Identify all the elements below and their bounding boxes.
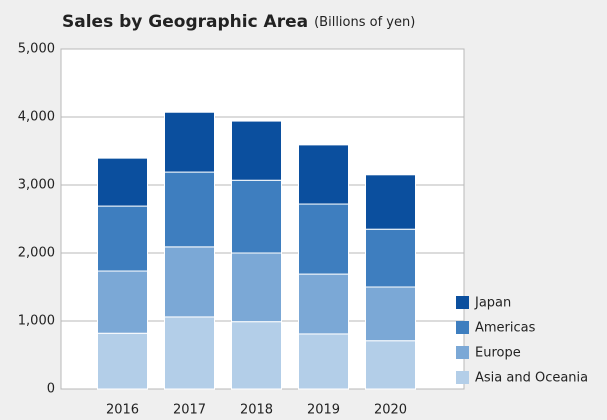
bar-segment <box>298 203 349 275</box>
chart-subtitle: (Billions of yen) <box>314 15 415 30</box>
x-tick-label: 2019 <box>307 403 340 418</box>
bar-segment <box>365 174 416 230</box>
x-tick-label: 2020 <box>374 403 407 418</box>
bar-segment <box>164 246 215 318</box>
bar-segment <box>231 321 282 390</box>
bar-segment <box>298 333 349 390</box>
x-tick-label: 2016 <box>106 403 139 418</box>
legend-label: Asia and Oceania <box>475 371 588 386</box>
bar-segment <box>365 228 416 288</box>
legend-label: Europe <box>475 346 521 361</box>
y-tick-label: 1,000 <box>18 314 55 329</box>
y-tick-label: 4,000 <box>18 110 55 125</box>
bar-segment <box>298 144 349 205</box>
bar-segment <box>231 252 282 323</box>
bar-segment <box>97 157 148 207</box>
y-tick-label: 0 <box>47 382 55 397</box>
bar-segment <box>298 273 349 335</box>
bar-segment <box>164 171 215 248</box>
legend-swatch <box>456 321 469 334</box>
bar-segment <box>365 286 416 342</box>
legend-swatch <box>456 346 469 359</box>
legend-swatch <box>456 296 469 309</box>
legend-label: Japan <box>474 296 511 311</box>
chart-title: Sales by Geographic Area <box>62 12 308 32</box>
bar-segment <box>97 205 148 272</box>
bar-segment <box>231 120 282 181</box>
legend-swatch <box>456 371 469 384</box>
bar-segment <box>97 332 148 390</box>
bar-segment <box>231 179 282 254</box>
x-tick-label: 2017 <box>173 403 206 418</box>
x-tick-label: 2018 <box>240 403 273 418</box>
bar-segment <box>164 111 215 173</box>
y-tick-label: 2,000 <box>18 246 55 261</box>
bar-segment <box>365 340 416 390</box>
bar-segment <box>164 316 215 390</box>
y-tick-label: 5,000 <box>18 42 55 57</box>
y-tick-label: 3,000 <box>18 178 55 193</box>
legend-label: Americas <box>475 321 536 336</box>
chart-title-group: Sales by Geographic Area (Billions of yen… <box>62 12 415 32</box>
bar-segment <box>97 270 148 334</box>
